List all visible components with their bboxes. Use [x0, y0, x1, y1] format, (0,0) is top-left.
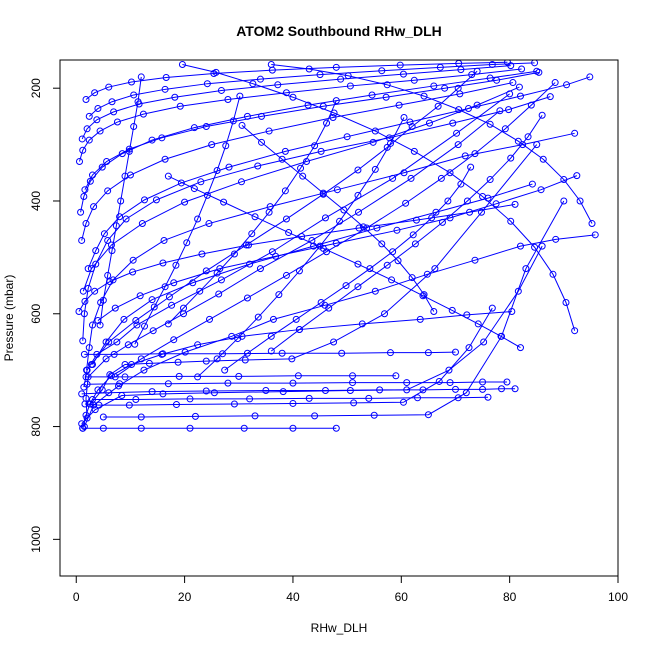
chart-title: ATOM2 Southbound RHw_DLH	[236, 23, 442, 39]
y-tick-label: 200	[29, 78, 43, 98]
y-tick-label: 400	[29, 191, 43, 211]
x-tick-label: 20	[178, 590, 192, 604]
y-axis-label: Pressure (mbar)	[2, 275, 16, 362]
y-tick-label: 600	[29, 303, 43, 323]
x-axis-label: RHw_DLH	[311, 621, 368, 635]
x-tick-label: 0	[73, 590, 80, 604]
y-tick-label: 1000	[29, 526, 43, 553]
x-tick-label: 60	[395, 590, 409, 604]
x-tick-label: 40	[286, 590, 300, 604]
y-tick-label: 800	[29, 416, 43, 436]
x-tick-label: 100	[608, 590, 628, 604]
x-tick-label: 80	[503, 590, 517, 604]
